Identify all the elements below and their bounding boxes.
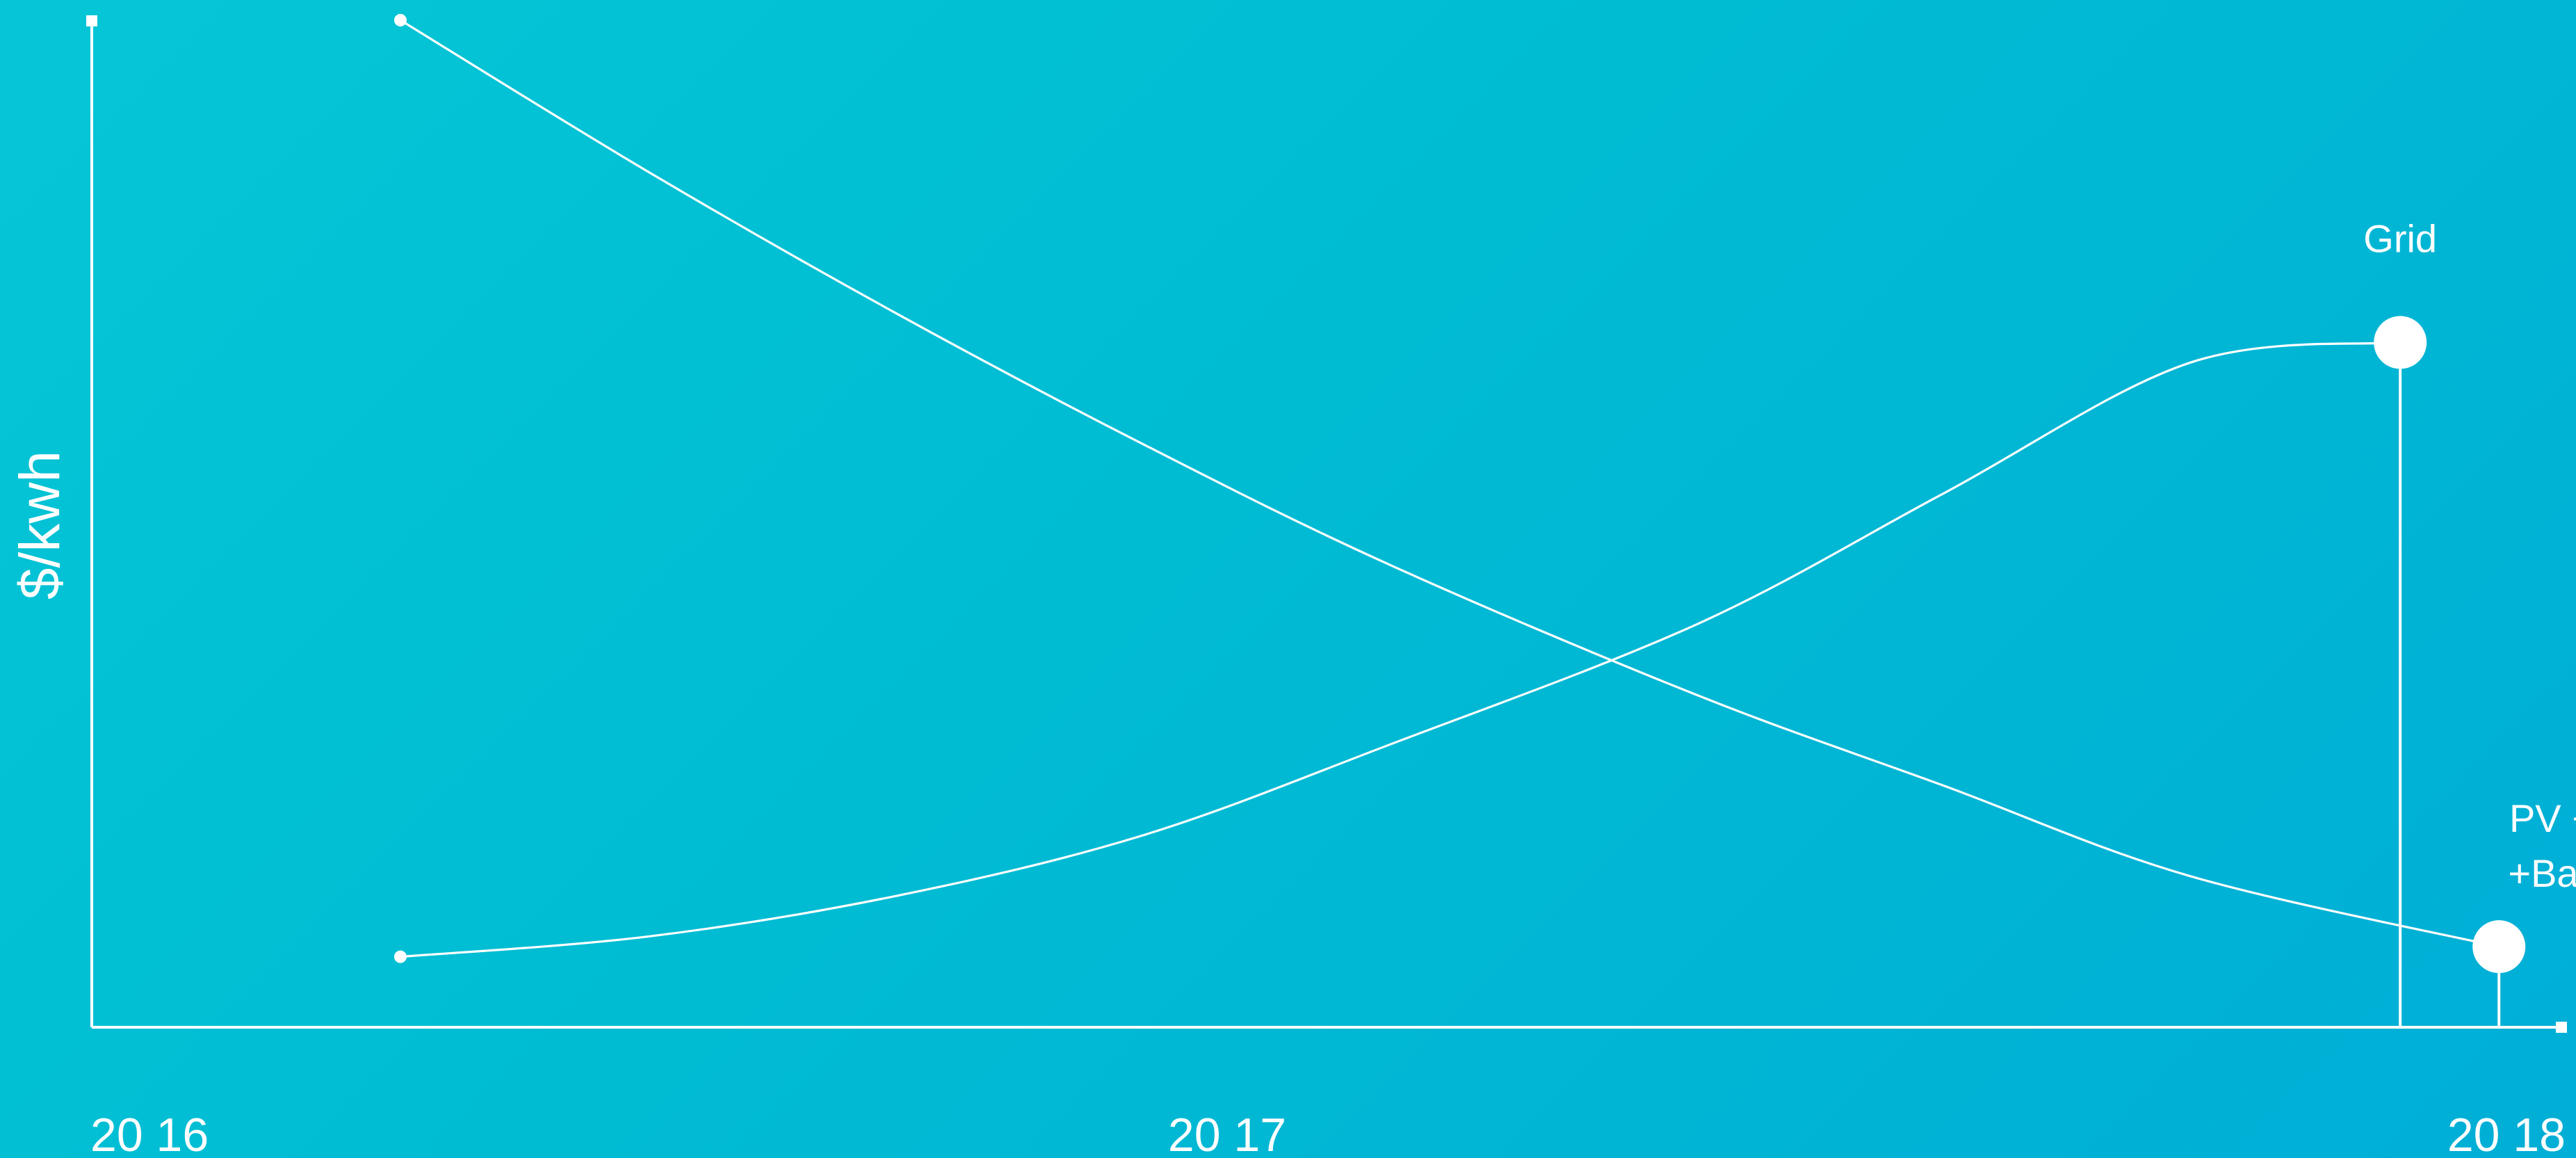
pv-wind-batteries-series-line — [400, 20, 2499, 947]
pv-wind-batteries-series-label-line-1: PV +Wind — [2509, 796, 2576, 840]
y-axis-label: $/kwh — [8, 451, 72, 600]
pv-wind-batteries-series-label-line-2: +Batteries — [2508, 851, 2576, 895]
x-tick-label-2018: 20 18 — [2447, 1109, 2566, 1158]
grid-series-label: Grid — [2363, 216, 2437, 260]
x-tick-label-2017: 20 17 — [1168, 1109, 1286, 1158]
grid-series-end-point — [2374, 316, 2427, 369]
x-axis-group: 20 16 20 17 20 18 — [90, 1022, 2567, 1158]
pv-series: PV +Wind +Batteries — [394, 14, 2576, 1027]
pv-wind-batteries-series-start-point — [394, 14, 407, 26]
grid-series: Grid — [394, 216, 2437, 1027]
grid-series-line — [400, 342, 2400, 956]
x-axis-end-cap — [2556, 1022, 2567, 1033]
x-tick-label-2016: 20 16 — [90, 1109, 209, 1158]
y-axis-group: $/kwh — [8, 15, 97, 1027]
pv-wind-batteries-series-end-point — [2472, 920, 2525, 973]
grid-series-start-point — [394, 951, 407, 963]
y-axis-end-cap — [86, 15, 97, 26]
